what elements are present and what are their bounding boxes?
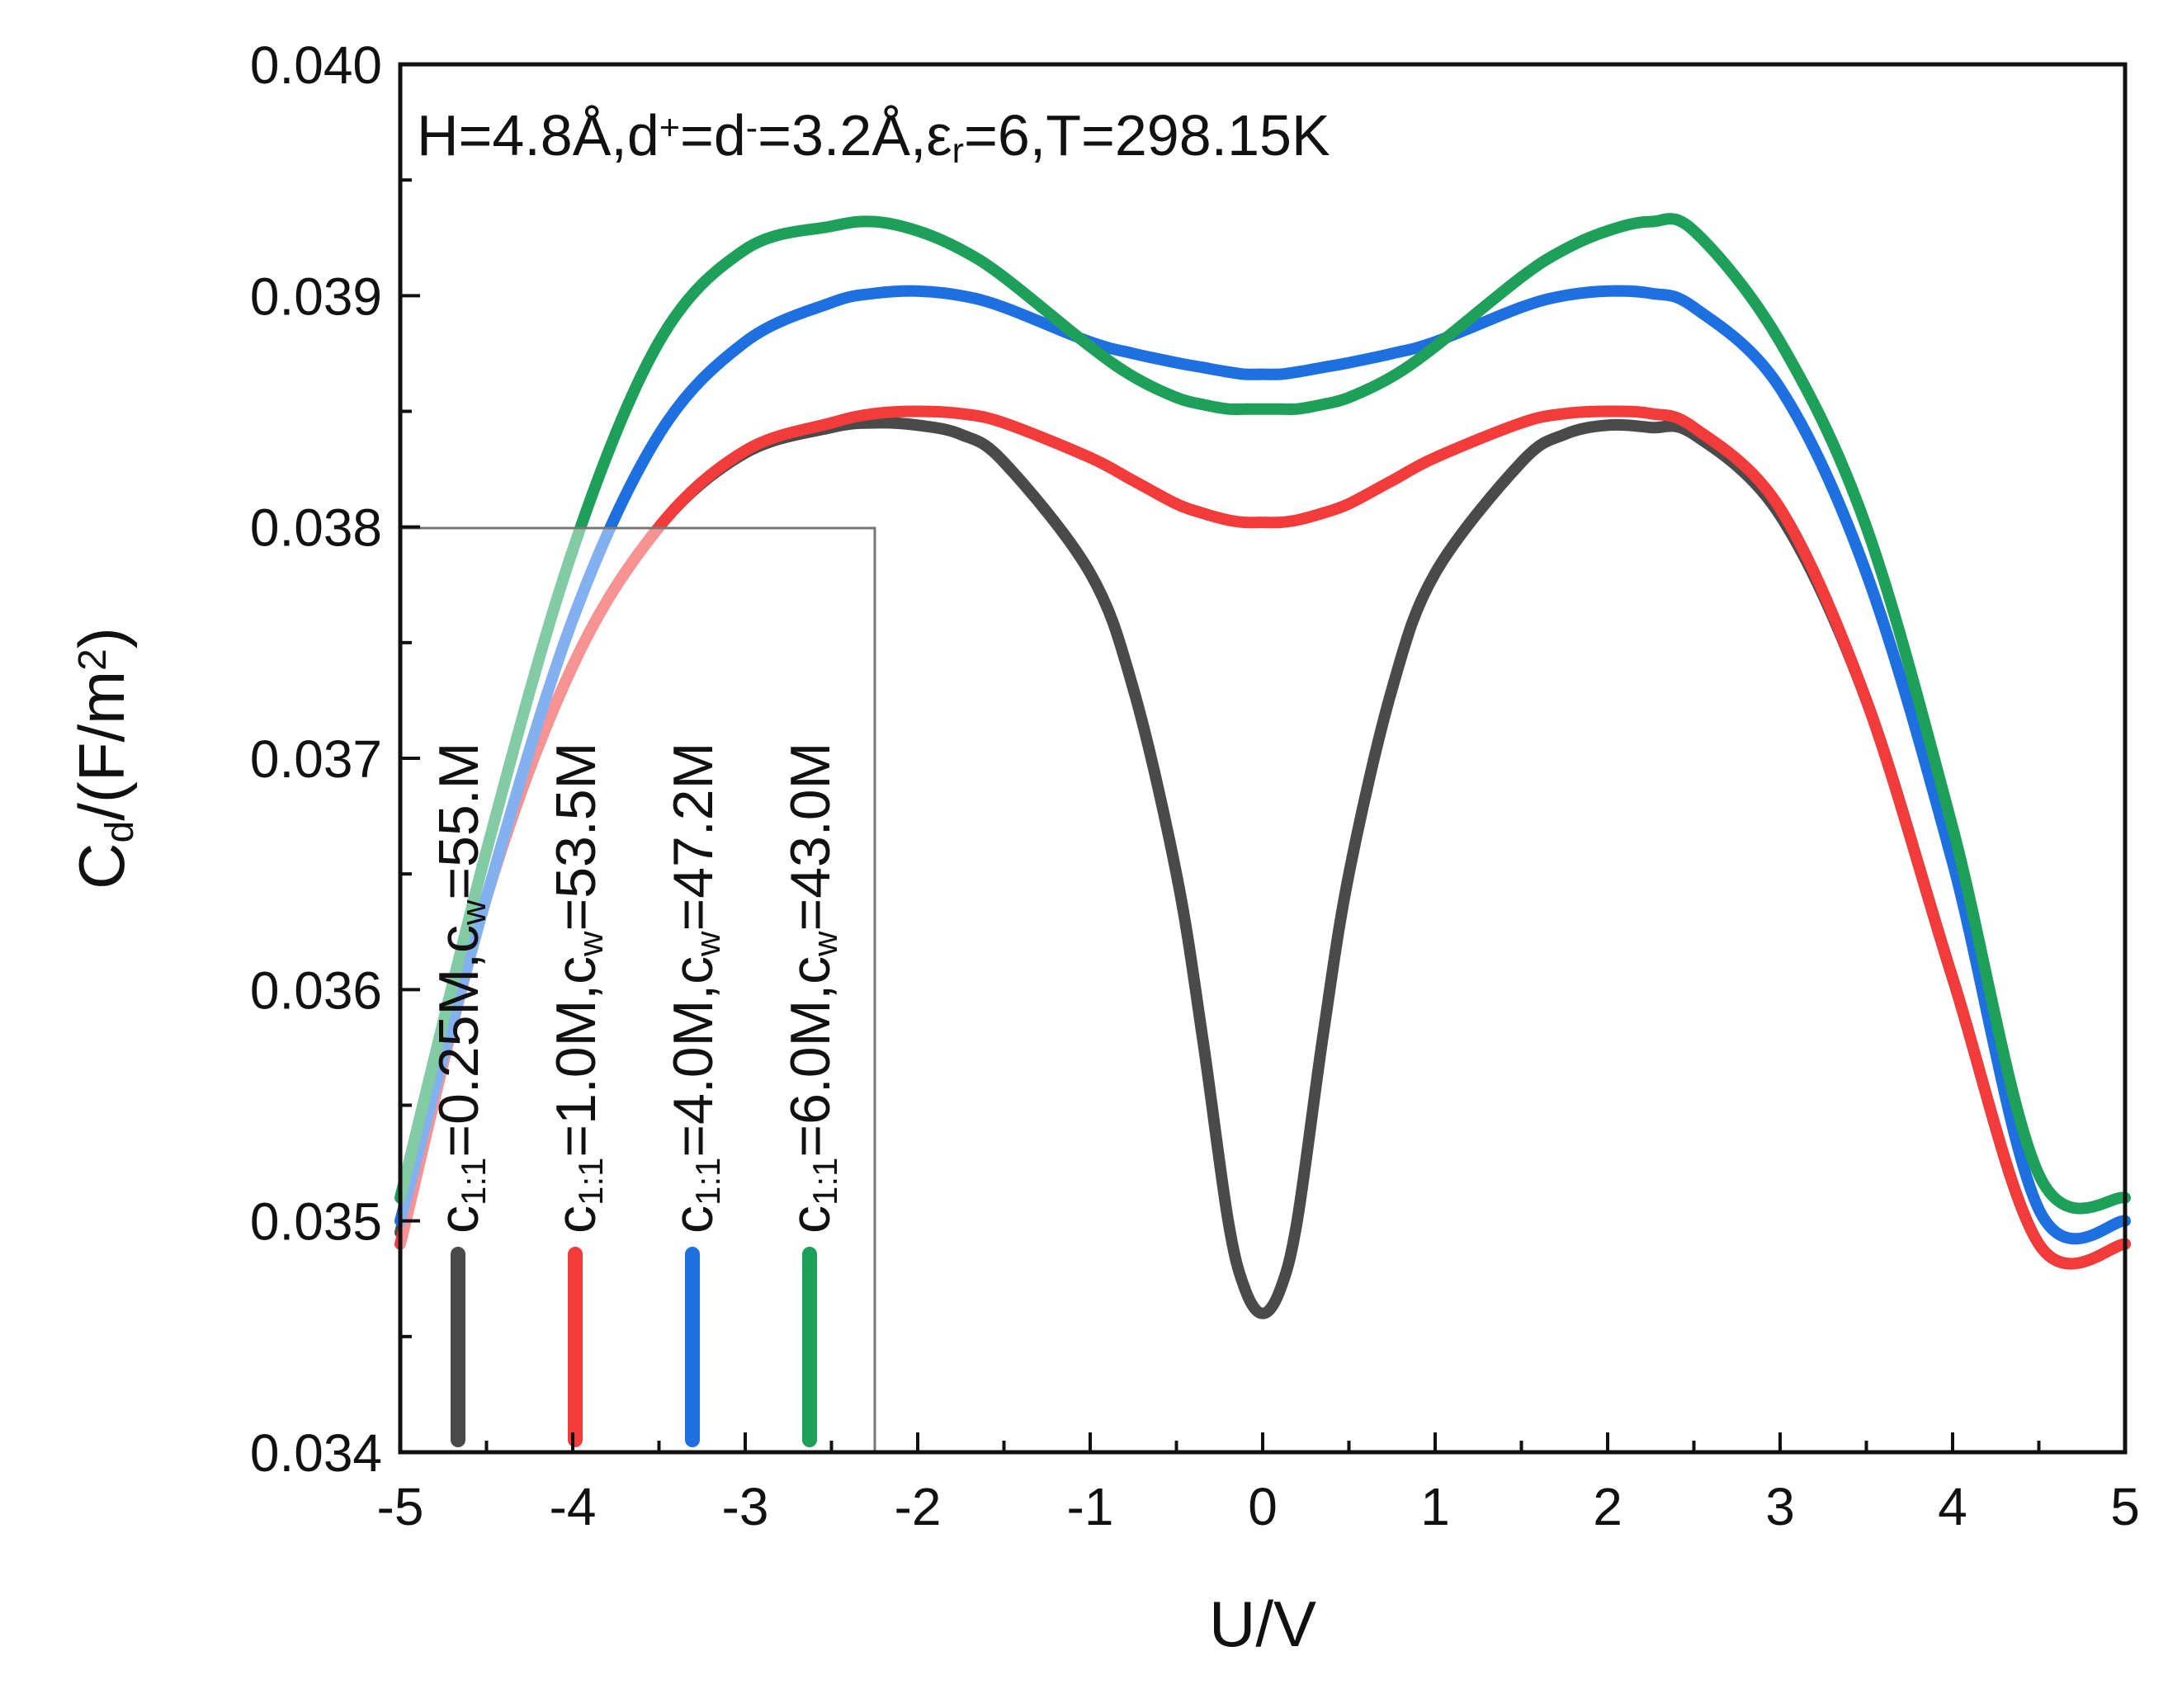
x-tick-label: -3 [722, 1477, 769, 1536]
y-tick-label: 0.035 [250, 1192, 382, 1252]
x-tick-label: -2 [895, 1477, 942, 1536]
y-tick-label: 0.040 [250, 35, 382, 95]
y-tick-label: 0.036 [250, 960, 382, 1020]
parameters-annotation: H=4.8Å,d+=d-=3.2Å,εr=6,T=298.15K [417, 103, 1330, 171]
x-tick-label: 2 [1593, 1477, 1622, 1536]
legend: c1:1=0.25M,cw=55.M c1:1=1.0M,cw=53.5M c1:1… [399, 526, 876, 1454]
legend-label-1-0m: c1:1=1.0M,cw=53.5M [545, 743, 610, 1234]
x-tick-label: -5 [377, 1477, 424, 1536]
legend-box [399, 526, 876, 1454]
y-tick-label: 0.034 [250, 1423, 382, 1483]
legend-label-0-25m: c1:1=0.25M,cw=55.M [427, 743, 493, 1234]
x-axis-title-text: U/V [1209, 1588, 1316, 1660]
y-tick-label: 0.039 [250, 267, 382, 326]
x-tick-label: -1 [1067, 1477, 1114, 1536]
legend-label-4-0m: c1:1=4.0M,cw=47.2M [662, 743, 727, 1234]
x-tick-label: 0 [1248, 1477, 1278, 1536]
series-line-4-0m [394, 285, 2131, 1245]
x-axis-ticks: -5 -4 -3 -2 -1 0 1 2 3 4 5 [377, 1432, 2140, 1536]
x-tick-label: 4 [1938, 1477, 1967, 1536]
y-axis-title: Cd/(F/m2) [65, 627, 142, 889]
y-axis-title-text: Cd/(F/m2) [65, 627, 142, 889]
data-series-group [394, 213, 2131, 1319]
series-line-6-0m [394, 213, 2131, 1215]
x-tick-label: 1 [1420, 1477, 1450, 1536]
x-tick-label: -4 [550, 1477, 597, 1536]
y-tick-label: 0.037 [250, 729, 382, 789]
series-line-1-0m [394, 405, 2131, 1270]
x-tick-label: 5 [2110, 1477, 2140, 1536]
legend-label-6-0m: c1:1=6.0M,cw=43.0M [779, 743, 844, 1234]
y-tick-label: 0.038 [250, 498, 382, 558]
annotation-text: H=4.8Å,d+=d-=3.2Å,εr=6,T=298.15K [417, 103, 1330, 171]
x-tick-label: 3 [1765, 1477, 1795, 1536]
x-axis-title: U/V [1209, 1588, 1316, 1660]
y-axis-ticks: 0.034 0.035 0.036 0.037 0.038 0.039 0.040 [250, 35, 420, 1483]
